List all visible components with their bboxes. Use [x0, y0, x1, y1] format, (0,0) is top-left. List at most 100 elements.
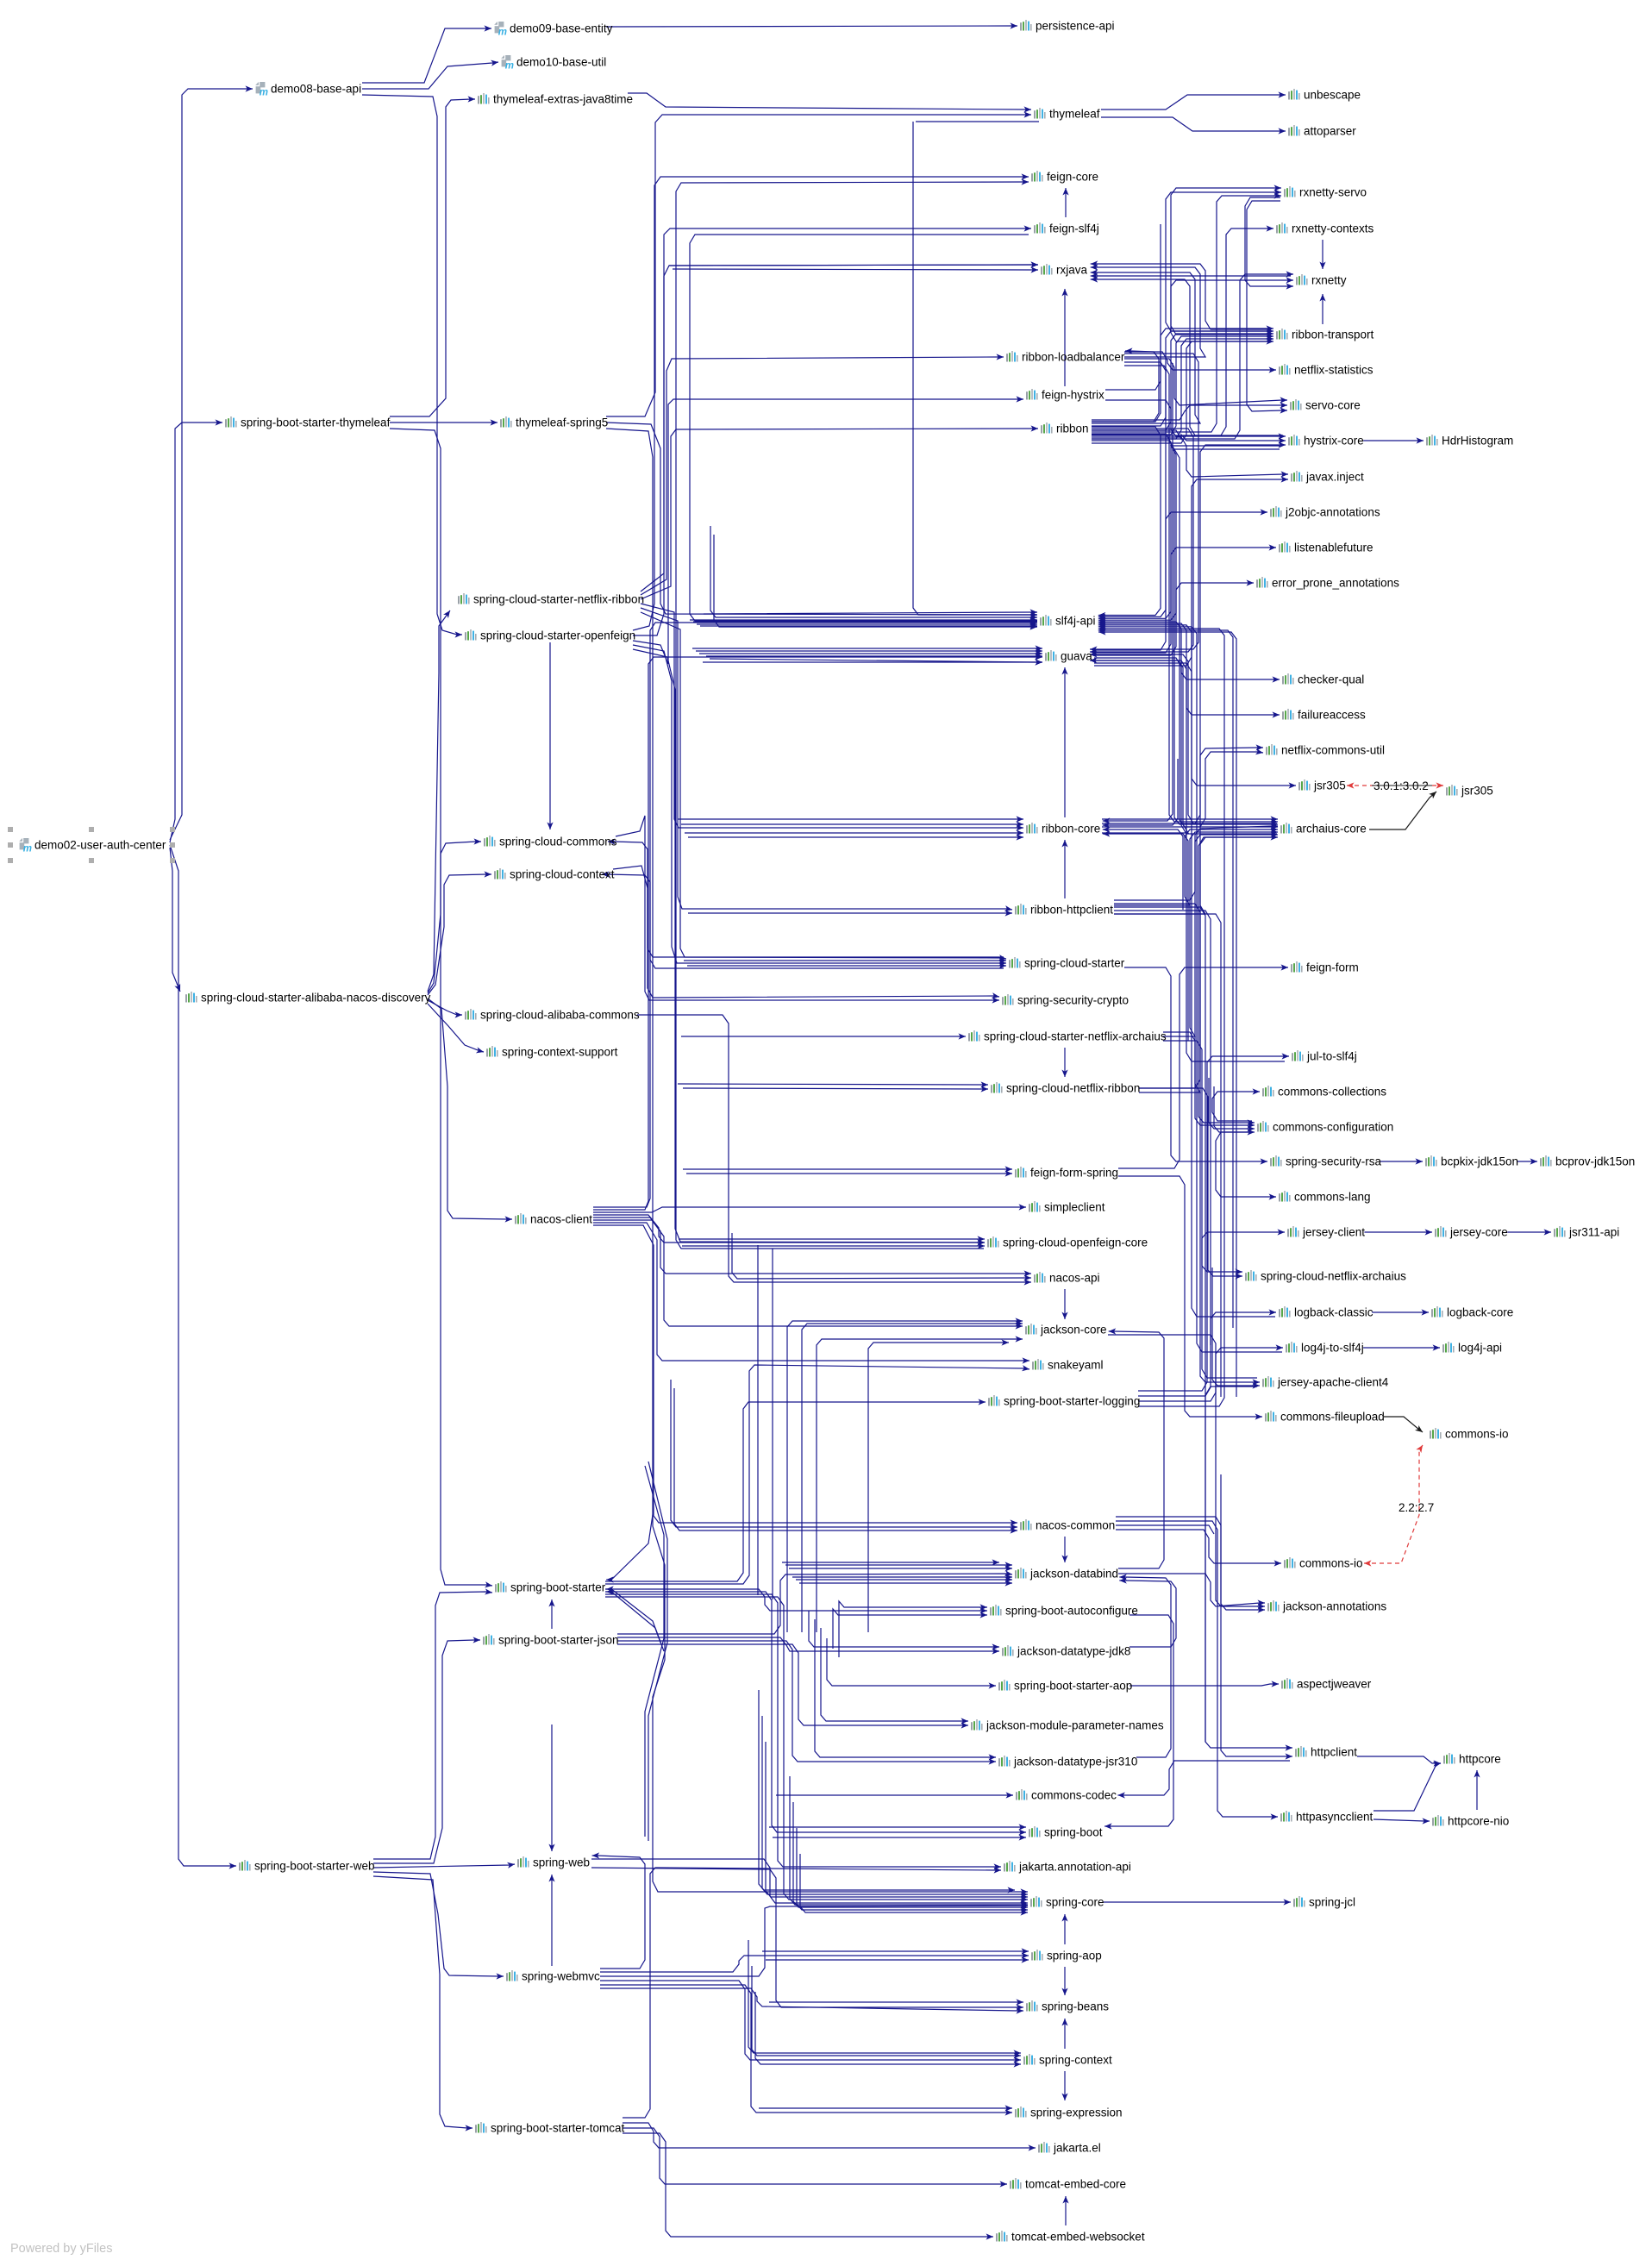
svg-text:nacos-api: nacos-api — [1049, 1272, 1100, 1285]
svg-text:demo08-base-api: demo08-base-api — [271, 83, 361, 96]
svg-text:feign-hystrix: feign-hystrix — [1042, 389, 1104, 402]
svg-text:rxnetty: rxnetty — [1311, 274, 1347, 287]
svg-text:bcprov-jdk15on: bcprov-jdk15on — [1555, 1155, 1635, 1168]
svg-text:demo02-user-auth-center: demo02-user-auth-center — [34, 839, 166, 852]
svg-text:spring-boot-starter-aop: spring-boot-starter-aop — [1014, 1680, 1132, 1693]
svg-text:spring-cloud-netflix-ribbon: spring-cloud-netflix-ribbon — [1006, 1082, 1140, 1095]
svg-text:jackson-module-parameter-names: jackson-module-parameter-names — [986, 1719, 1164, 1732]
svg-text:attoparser: attoparser — [1304, 125, 1356, 138]
svg-text:checker-qual: checker-qual — [1298, 673, 1364, 686]
svg-text:spring-security-rsa: spring-security-rsa — [1286, 1155, 1382, 1168]
svg-text:spring-cloud-starter-netflix-r: spring-cloud-starter-netflix-ribbon — [473, 593, 644, 606]
svg-text:ribbon-httpclient: ribbon-httpclient — [1030, 904, 1113, 917]
svg-text:Powered by yFiles: Powered by yFiles — [10, 2242, 112, 2256]
svg-text:spring-boot-starter-tomcat: spring-boot-starter-tomcat — [491, 2122, 625, 2135]
svg-text:spring-boot-starter: spring-boot-starter — [510, 1581, 606, 1594]
svg-text:httpcore: httpcore — [1459, 1753, 1501, 1766]
svg-text:simpleclient: simpleclient — [1044, 1201, 1105, 1214]
svg-text:rxjava: rxjava — [1056, 264, 1088, 277]
svg-text:error_prone_annotations: error_prone_annotations — [1272, 577, 1399, 590]
svg-text:feign-slf4j: feign-slf4j — [1049, 222, 1099, 235]
svg-text:thymeleaf-spring5: thymeleaf-spring5 — [516, 416, 608, 429]
svg-text:jackson-datatype-jsr310: jackson-datatype-jsr310 — [1013, 1756, 1137, 1768]
svg-text:commons-lang: commons-lang — [1294, 1191, 1371, 1204]
svg-text:thymeleaf: thymeleaf — [1049, 108, 1100, 121]
svg-text:slf4j-api: slf4j-api — [1055, 615, 1096, 628]
svg-text:jackson-datatype-jdk8: jackson-datatype-jdk8 — [1017, 1645, 1130, 1658]
svg-text:2.2:2.7: 2.2:2.7 — [1399, 1501, 1434, 1514]
svg-text:spring-core: spring-core — [1046, 1896, 1104, 1909]
svg-text:log4j-to-slf4j: log4j-to-slf4j — [1301, 1342, 1364, 1355]
svg-text:tomcat-embed-core: tomcat-embed-core — [1025, 2178, 1126, 2191]
svg-text:jackson-databind: jackson-databind — [1029, 1568, 1118, 1581]
svg-text:commons-configuration: commons-configuration — [1273, 1121, 1393, 1134]
svg-text:spring-context-support: spring-context-support — [502, 1046, 618, 1059]
svg-text:j2objc-annotations: j2objc-annotations — [1285, 506, 1380, 519]
svg-text:ribbon-transport: ribbon-transport — [1292, 329, 1374, 341]
svg-text:spring-web: spring-web — [533, 1856, 590, 1869]
svg-text:tomcat-embed-websocket: tomcat-embed-websocket — [1011, 2231, 1145, 2244]
svg-text:httpasyncclient: httpasyncclient — [1296, 1811, 1374, 1824]
svg-text:spring-cloud-netflix-archaius: spring-cloud-netflix-archaius — [1261, 1270, 1406, 1283]
svg-text:jackson-core: jackson-core — [1040, 1324, 1107, 1336]
svg-text:spring-cloud-starter-netflix-a: spring-cloud-starter-netflix-archaius — [984, 1030, 1167, 1043]
svg-text:netflix-statistics: netflix-statistics — [1294, 364, 1374, 377]
svg-text:spring-boot-autoconfigure: spring-boot-autoconfigure — [1005, 1605, 1138, 1618]
svg-text:unbescape: unbescape — [1304, 89, 1361, 102]
svg-text:feign-form-spring: feign-form-spring — [1030, 1167, 1118, 1180]
svg-text:feign-core: feign-core — [1047, 171, 1098, 184]
svg-text:aspectjweaver: aspectjweaver — [1297, 1678, 1372, 1691]
svg-text:ribbon-core: ribbon-core — [1042, 823, 1100, 836]
svg-text:HdrHistogram: HdrHistogram — [1442, 435, 1513, 448]
svg-text:spring-boot-starter-web: spring-boot-starter-web — [254, 1860, 375, 1873]
svg-text:archaius-core: archaius-core — [1296, 823, 1367, 836]
svg-text:log4j-api: log4j-api — [1458, 1342, 1502, 1355]
svg-text:spring-cloud-starter-alibaba-n: spring-cloud-starter-alibaba-nacos-disco… — [201, 992, 431, 1005]
svg-text:logback-classic: logback-classic — [1294, 1306, 1374, 1319]
svg-text:spring-boot: spring-boot — [1044, 1826, 1103, 1839]
svg-text:commons-codec: commons-codec — [1031, 1789, 1117, 1802]
svg-text:ribbon-loadbalancer: ribbon-loadbalancer — [1022, 351, 1125, 364]
svg-text:commons-fileupload: commons-fileupload — [1280, 1411, 1385, 1424]
svg-text:snakeyaml: snakeyaml — [1048, 1359, 1104, 1372]
svg-text:httpcore-nio: httpcore-nio — [1448, 1815, 1509, 1828]
svg-text:javax.inject: javax.inject — [1305, 471, 1364, 484]
svg-text:jsr311-api: jsr311-api — [1568, 1226, 1619, 1239]
svg-text:jakarta.annotation-api: jakarta.annotation-api — [1018, 1861, 1131, 1874]
svg-text:spring-cloud-openfeign-core: spring-cloud-openfeign-core — [1003, 1236, 1148, 1249]
svg-text:spring-boot-starter-json: spring-boot-starter-json — [498, 1634, 619, 1647]
svg-text:commons-collections: commons-collections — [1278, 1086, 1386, 1099]
svg-text:spring-aop: spring-aop — [1047, 1950, 1102, 1962]
svg-text:rxnetty-servo: rxnetty-servo — [1299, 186, 1367, 199]
svg-text:spring-beans: spring-beans — [1042, 2000, 1109, 2013]
svg-text:jsr305: jsr305 — [1461, 785, 1493, 798]
svg-text:jackson-annotations: jackson-annotations — [1282, 1600, 1386, 1613]
svg-text:jersey-apache-client4: jersey-apache-client4 — [1277, 1376, 1389, 1389]
svg-text:bcpkix-jdk15on: bcpkix-jdk15on — [1441, 1155, 1518, 1168]
svg-text:spring-expression: spring-expression — [1030, 2106, 1123, 2119]
svg-text:nacos-common: nacos-common — [1036, 1519, 1115, 1532]
svg-text:jersey-client: jersey-client — [1302, 1226, 1365, 1239]
svg-text:jakarta.el: jakarta.el — [1053, 2142, 1101, 2155]
svg-text:commons-io: commons-io — [1299, 1557, 1363, 1570]
svg-text:servo-core: servo-core — [1305, 399, 1361, 412]
svg-text:hystrix-core: hystrix-core — [1304, 435, 1364, 448]
svg-text:jersey-core: jersey-core — [1449, 1226, 1508, 1239]
svg-text:persistence-api: persistence-api — [1036, 20, 1115, 33]
svg-text:logback-core: logback-core — [1447, 1306, 1513, 1319]
svg-text:failureaccess: failureaccess — [1298, 709, 1366, 722]
svg-text:netflix-commons-util: netflix-commons-util — [1281, 744, 1385, 757]
svg-text:spring-security-crypto: spring-security-crypto — [1017, 994, 1129, 1007]
svg-text:rxnetty-contexts: rxnetty-contexts — [1292, 222, 1374, 235]
svg-text:spring-boot-starter-thymeleaf: spring-boot-starter-thymeleaf — [241, 416, 391, 429]
svg-text:jul-to-slf4j: jul-to-slf4j — [1306, 1050, 1357, 1063]
svg-text:spring-cloud-context: spring-cloud-context — [510, 868, 615, 881]
svg-text:spring-jcl: spring-jcl — [1309, 1896, 1355, 1909]
svg-text:feign-form: feign-form — [1306, 961, 1359, 974]
svg-text:spring-webmvc: spring-webmvc — [522, 1970, 600, 1983]
svg-text:ribbon: ribbon — [1056, 423, 1089, 435]
svg-text:spring-cloud-starter: spring-cloud-starter — [1024, 957, 1125, 970]
svg-text:spring-cloud-starter-openfeign: spring-cloud-starter-openfeign — [480, 629, 635, 642]
svg-text:listenablefuture: listenablefuture — [1294, 541, 1374, 554]
svg-text:spring-context: spring-context — [1039, 2054, 1112, 2067]
